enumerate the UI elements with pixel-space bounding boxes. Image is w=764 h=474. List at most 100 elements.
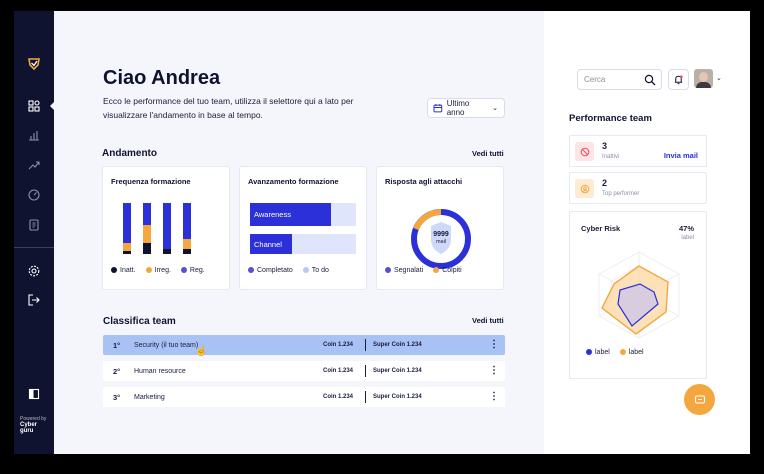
stacked-bar-3 bbox=[163, 203, 171, 254]
row-coin: Coin 1.234 bbox=[323, 394, 354, 400]
chat-icon bbox=[694, 394, 705, 404]
table-row[interactable]: 1° Security (il tuo team) Coin 1.234 Sup… bbox=[103, 335, 505, 355]
page-title: Ciao Andrea bbox=[103, 67, 221, 89]
cyber-risk-label: label bbox=[681, 235, 694, 241]
chat-button[interactable] bbox=[684, 384, 715, 415]
trend-icon[interactable] bbox=[26, 157, 42, 173]
document-icon[interactable] bbox=[26, 217, 42, 233]
period-select-value: Ultimo anno bbox=[446, 99, 470, 117]
andamento-see-all-link[interactable]: Vedi tutti bbox=[472, 149, 504, 158]
stat-inattivi: 3 Inattivi Invia mail bbox=[569, 135, 707, 167]
search-input[interactable]: Cerca bbox=[577, 69, 662, 90]
awareness-label: Awareness bbox=[254, 210, 291, 219]
risposta-chart bbox=[411, 209, 471, 269]
avanzamento-card: Avanzamento formazione Awareness Channel… bbox=[239, 166, 367, 290]
classifica-see-all-link[interactable]: Vedi tutti bbox=[472, 316, 504, 325]
shield-icon bbox=[431, 222, 451, 254]
channel-label: Channel bbox=[254, 240, 282, 249]
legend-item-inattivi: Inatt. bbox=[111, 267, 136, 274]
andamento-title: Andamento bbox=[102, 148, 157, 159]
active-indicator bbox=[50, 101, 55, 111]
kebab-menu-icon[interactable]: ⋮ bbox=[489, 391, 499, 402]
row-name: Security (il tuo team) bbox=[134, 341, 199, 349]
legend-item-regolari: Reg. bbox=[180, 267, 205, 274]
main-content: Ciao Andrea Ecco le performance del tuo … bbox=[54, 11, 544, 454]
center-unit: mail bbox=[435, 239, 447, 245]
send-mail-link[interactable]: Invia mail bbox=[663, 151, 698, 160]
chevron-down-icon[interactable]: ⌄ bbox=[716, 75, 722, 82]
panel-toggle-icon[interactable] bbox=[26, 386, 42, 402]
row-separator bbox=[365, 339, 366, 351]
search-icon[interactable] bbox=[644, 74, 656, 86]
donut-colpiti bbox=[413, 209, 442, 231]
app-window: Powered by Cyber guru Ciao Andrea Ecco l… bbox=[14, 11, 750, 454]
cyber-risk-percent: 47% bbox=[678, 224, 694, 233]
legend-item-irregolari: Irreg. bbox=[145, 267, 171, 274]
risposta-legend: Segnalati Colpiti bbox=[385, 267, 462, 274]
gauge-icon[interactable] bbox=[26, 187, 42, 203]
row-coin: Coin 1.234 bbox=[323, 368, 354, 374]
avanzamento-legend: Completato To do bbox=[248, 267, 329, 274]
channel-fill bbox=[250, 234, 292, 254]
table-row[interactable]: 2° Human resource Coin 1.234 Super Coin … bbox=[103, 361, 505, 381]
settings-icon[interactable] bbox=[26, 263, 42, 279]
inactive-icon bbox=[575, 142, 594, 161]
calendar-icon bbox=[433, 104, 443, 113]
row-coin: Coin 1.234 bbox=[323, 342, 354, 348]
table-row[interactable]: 3° Marketing Coin 1.234 Super Coin 1.234… bbox=[103, 387, 505, 407]
stat-label: Top performer bbox=[602, 191, 640, 197]
legend-item-segnalati: Segnalati bbox=[385, 267, 423, 274]
bar-chart-icon[interactable] bbox=[26, 127, 42, 143]
cyber-risk-title: Cyber Risk bbox=[581, 224, 621, 233]
stat-top-performer: 2 Top performer bbox=[569, 172, 707, 204]
shield-logo-icon[interactable] bbox=[26, 56, 42, 72]
avanzamento-title: Avanzamento formazione bbox=[248, 177, 339, 186]
frequenza-card: Frequenza formazione Inatt. Irreg. Reg. bbox=[102, 166, 230, 290]
kebab-menu-icon[interactable]: ⋮ bbox=[489, 365, 499, 376]
user-star-icon bbox=[575, 179, 594, 198]
stat-number: 3 bbox=[602, 141, 608, 151]
avatar[interactable] bbox=[694, 69, 713, 88]
powered-by-label: Powered by bbox=[20, 416, 47, 422]
performance-team-title: Performance team bbox=[569, 113, 652, 124]
bell-icon bbox=[674, 75, 683, 85]
center-value: 9999 bbox=[433, 231, 449, 238]
row-super-coin: Super Coin 1.234 bbox=[373, 368, 422, 374]
frequenza-chart bbox=[123, 203, 191, 254]
legend-item-colpiti: Colpiti bbox=[433, 267, 462, 274]
avanzamento-chart bbox=[250, 203, 356, 254]
intro-text: Ecco le performance del tuo team, utiliz… bbox=[103, 96, 354, 120]
chevron-down-icon: ⌄ bbox=[492, 105, 498, 112]
row-rank: 1° bbox=[113, 340, 121, 350]
stat-number: 2 bbox=[602, 178, 608, 188]
row-super-coin: Super Coin 1.234 bbox=[373, 342, 422, 348]
row-separator bbox=[365, 365, 366, 377]
search-placeholder: Cerca bbox=[584, 75, 606, 84]
radar-chart bbox=[598, 251, 680, 339]
frequenza-legend: Inatt. Irreg. Reg. bbox=[111, 267, 205, 274]
period-select[interactable]: Ultimo anno ⌄ bbox=[427, 98, 505, 118]
legend-item-blue: label bbox=[586, 349, 610, 356]
classifica-title: Classifica team bbox=[103, 316, 176, 327]
radar-series-blue bbox=[617, 283, 659, 327]
logout-icon[interactable] bbox=[26, 292, 42, 308]
brand-name: Cyber guru bbox=[20, 422, 38, 434]
frequenza-title: Frequenza formazione bbox=[111, 177, 191, 186]
powered-by: Powered by Cyber guru bbox=[20, 416, 50, 434]
kebab-menu-icon[interactable]: ⋮ bbox=[489, 339, 499, 350]
cyber-risk-card: Cyber Risk 47% label label label bbox=[569, 211, 707, 379]
stat-label: Inattivi bbox=[602, 154, 620, 160]
sidebar-divider bbox=[14, 247, 54, 248]
dashboard-icon[interactable] bbox=[26, 98, 42, 114]
stacked-bar-4 bbox=[183, 203, 191, 254]
legend-item-todo: To do bbox=[302, 267, 329, 274]
awareness-fill bbox=[250, 203, 331, 226]
row-name: Marketing bbox=[134, 393, 165, 401]
row-rank: 2° bbox=[113, 366, 121, 376]
risposta-title: Risposta agli attacchi bbox=[385, 177, 463, 186]
notifications-button[interactable] bbox=[668, 69, 689, 90]
hand-cursor-icon: ☝ bbox=[195, 346, 208, 357]
row-name: Human resource bbox=[134, 367, 186, 375]
stacked-bar-1 bbox=[123, 203, 131, 254]
radar-legend: label label bbox=[586, 349, 644, 356]
